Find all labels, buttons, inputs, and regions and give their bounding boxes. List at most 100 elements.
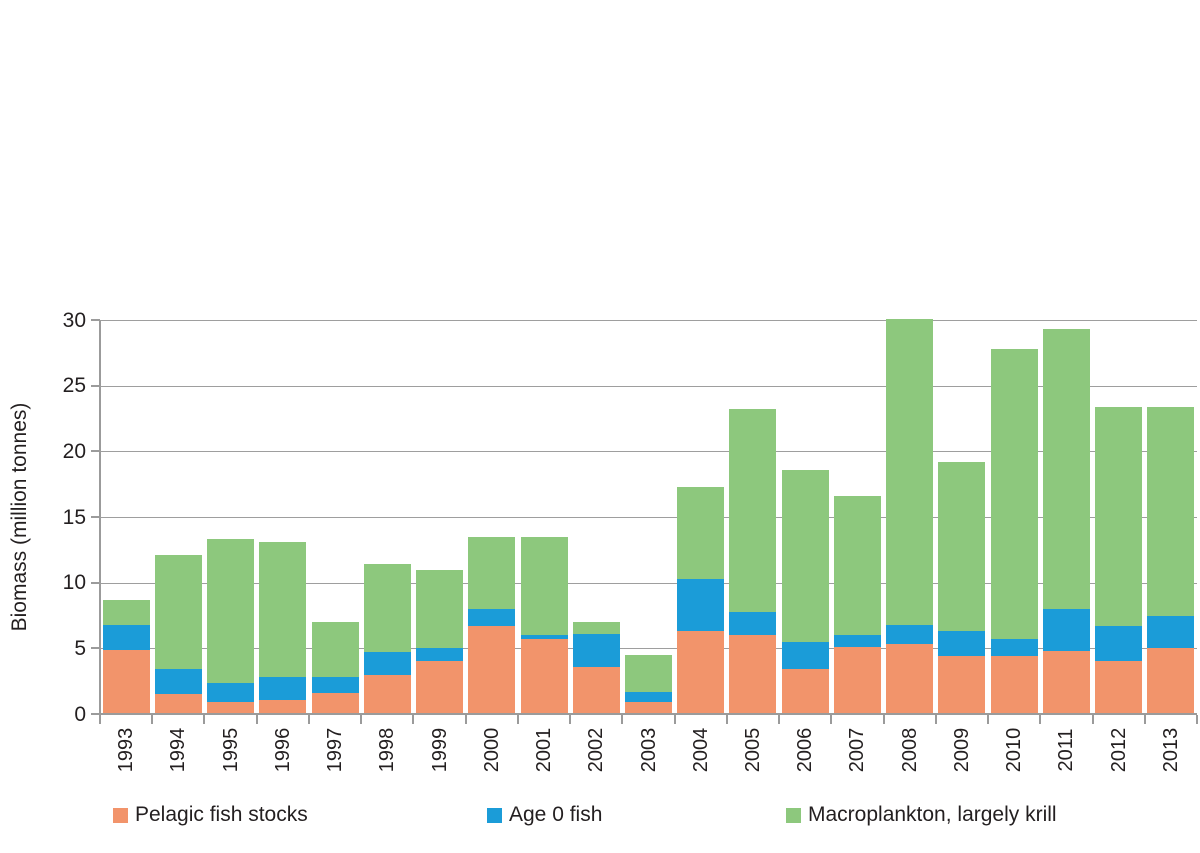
x-tick-label-2008: 2008 [898, 727, 921, 773]
gridline-25 [100, 385, 1197, 387]
x-tick-18 [1039, 715, 1042, 724]
x-tick-15 [882, 715, 885, 724]
bar-segment-2008-pelagic-fish-stocks [886, 644, 934, 714]
y-tick-label-20: 20 [62, 439, 86, 463]
x-tick-label-2002: 2002 [585, 727, 608, 773]
bar-segment-2006-macroplankton-largely-krill [781, 469, 829, 642]
bar-segment-2010-macroplankton-largely-krill [990, 348, 1038, 640]
bar-segment-1994-macroplankton-largely-krill [154, 555, 202, 670]
bar-2008 [886, 318, 934, 714]
x-tick-1 [151, 715, 154, 724]
x-tick-label-1999: 1999 [428, 727, 451, 773]
bar-segment-2002-age-0-fish [572, 633, 620, 667]
bar-2002 [572, 622, 620, 714]
bar-segment-2005-age-0-fish [729, 611, 777, 636]
bar-segment-2009-age-0-fish [938, 631, 986, 657]
y-tick-label-15: 15 [62, 505, 86, 529]
bar-segment-2004-age-0-fish [677, 578, 725, 632]
x-tick-label-1996: 1996 [271, 727, 294, 773]
bar-segment-2010-pelagic-fish-stocks [990, 656, 1038, 714]
x-tick-13 [778, 715, 781, 724]
bar-segment-2005-macroplankton-largely-krill [729, 409, 777, 612]
bar-segment-2007-pelagic-fish-stocks [833, 647, 881, 714]
bar-2010 [990, 348, 1038, 714]
bar-2000 [468, 536, 516, 714]
bar-segment-2000-age-0-fish [468, 608, 516, 627]
x-tick-label-2001: 2001 [533, 727, 556, 773]
x-tick-label-1993: 1993 [115, 727, 138, 773]
x-tick-12 [725, 715, 728, 724]
legend-item-age-0-fish: Age 0 fish [487, 803, 602, 827]
gridline-20 [100, 451, 1197, 453]
bar-segment-2013-macroplankton-largely-krill [1147, 406, 1195, 616]
bar-segment-2004-pelagic-fish-stocks [677, 631, 725, 714]
bar-segment-2001-age-0-fish [520, 635, 568, 640]
bar-segment-1996-pelagic-fish-stocks [259, 699, 307, 714]
bar-segment-2001-macroplankton-largely-krill [520, 536, 568, 636]
bar-segment-2003-age-0-fish [624, 691, 672, 703]
bar-segment-2006-pelagic-fish-stocks [781, 669, 829, 714]
x-tick-19 [1091, 715, 1094, 724]
x-tick-label-1998: 1998 [376, 727, 399, 773]
x-tick-4 [307, 715, 310, 724]
bar-segment-1996-age-0-fish [259, 677, 307, 700]
bar-segment-1999-macroplankton-largely-krill [416, 569, 464, 649]
bar-1996 [259, 541, 307, 714]
bar-segment-2008-macroplankton-largely-krill [886, 318, 934, 625]
x-tick-10 [621, 715, 624, 724]
bar-segment-1997-pelagic-fish-stocks [311, 693, 359, 714]
bar-segment-1995-macroplankton-largely-krill [207, 539, 255, 683]
bar-segment-2011-age-0-fish [1042, 608, 1090, 651]
bar-segment-1993-pelagic-fish-stocks [102, 649, 150, 714]
bar-segment-2002-macroplankton-largely-krill [572, 622, 620, 634]
y-tick-0 [91, 713, 100, 715]
x-tick-label-1997: 1997 [324, 727, 347, 773]
gridline-5 [100, 648, 1197, 650]
x-tick-0 [99, 715, 101, 724]
bar-segment-2011-macroplankton-largely-krill [1042, 329, 1090, 609]
x-tick-7 [464, 715, 467, 724]
x-tick-label-2003: 2003 [637, 727, 660, 773]
gridline-10 [100, 582, 1197, 584]
y-tick-label-30: 30 [62, 308, 86, 332]
bar-segment-1995-age-0-fish [207, 682, 255, 703]
bar-segment-1994-age-0-fish [154, 669, 202, 695]
bar-segment-2007-macroplankton-largely-krill [833, 496, 881, 636]
y-tick-10 [91, 581, 100, 584]
bar-segment-2009-macroplankton-largely-krill [938, 461, 986, 632]
bar-segment-2012-age-0-fish [1095, 626, 1143, 662]
bar-2009 [938, 461, 986, 714]
legend-swatch-icon [113, 807, 128, 823]
x-tick-21 [1196, 715, 1198, 724]
bar-segment-2011-pelagic-fish-stocks [1042, 650, 1090, 714]
bar-2001 [520, 536, 568, 714]
bar-segment-2000-macroplankton-largely-krill [468, 536, 516, 609]
bar-2003 [624, 654, 672, 714]
bar-segment-2000-pelagic-fish-stocks [468, 626, 516, 714]
legend-item-macroplankton-largely-krill: Macroplankton, largely krill [786, 803, 1057, 827]
x-tick-label-2009: 2009 [950, 727, 973, 773]
x-tick-11 [673, 715, 676, 724]
bar-segment-1993-age-0-fish [102, 624, 150, 650]
x-tick-label-1995: 1995 [219, 727, 242, 773]
bar-1995 [207, 539, 255, 714]
y-tick-label-25: 25 [62, 374, 86, 398]
bar-segment-2012-pelagic-fish-stocks [1095, 661, 1143, 714]
bar-segment-1999-age-0-fish [416, 648, 464, 662]
bar-segment-1998-age-0-fish [363, 652, 411, 675]
x-tick-label-2000: 2000 [480, 727, 503, 773]
bar-segment-2002-pelagic-fish-stocks [572, 666, 620, 714]
bar-1997 [311, 622, 359, 714]
plot-area [100, 318, 1197, 714]
bar-2007 [833, 496, 881, 714]
bar-segment-1999-pelagic-fish-stocks [416, 661, 464, 714]
bar-1999 [416, 569, 464, 714]
bar-1993 [102, 599, 150, 714]
bar-segment-1993-macroplankton-largely-krill [102, 599, 150, 625]
y-tick-label-5: 5 [74, 636, 86, 660]
legend-label: Age 0 fish [509, 803, 603, 826]
x-tick-label-2010: 2010 [1003, 727, 1026, 773]
bar-segment-2008-age-0-fish [886, 624, 934, 645]
bar-2006 [781, 469, 829, 714]
